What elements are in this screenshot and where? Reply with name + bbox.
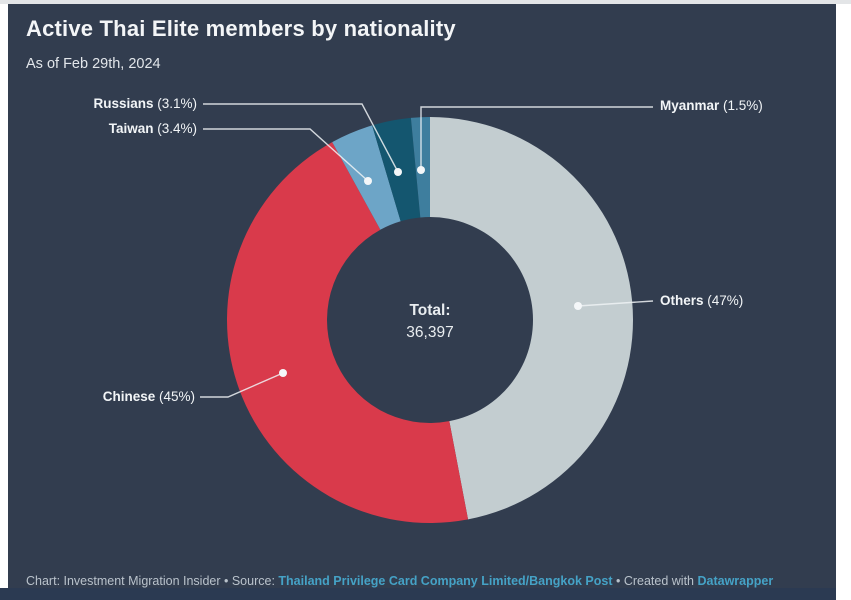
leader-line-chinese [200,372,284,398]
leader-line-others [577,300,654,307]
donut-chart-area: Russians (3.1%) Taiwan (3.4%) Myanmar (1.5… [8,4,836,588]
callout-name: Russians [93,96,154,111]
callout-taiwan: Taiwan (3.4%) [109,120,197,138]
leader-dot-chinese [279,369,287,377]
leader-line-taiwan [203,128,369,182]
footer-prefix: Chart: Investment Migration Insider • So… [26,574,279,588]
leader-dot-others [574,302,582,310]
leader-dot-myanmar [417,166,425,174]
callout-percent: (47%) [703,293,744,308]
total-label: Total: [409,302,451,319]
top-strip [0,0,851,4]
slice-chinese[interactable] [226,142,469,523]
leader-line-russians [203,103,399,173]
leader-dot-taiwan [364,177,372,185]
slice-others[interactable] [430,117,633,520]
footer-middle: • Created with [612,574,698,588]
callout-russians: Russians (3.1%) [93,95,197,113]
callout-myanmar: Myanmar (1.5%) [660,97,763,115]
source-link[interactable]: Thailand Privilege Card Company Limited/… [278,574,613,588]
callout-name: Others [660,293,704,308]
callout-percent: (1.5%) [719,98,763,113]
donut-center-label: Total: 36,397 [330,300,530,344]
callout-percent: (3.4%) [153,121,197,136]
total-value: 36,397 [406,324,454,341]
callout-percent: (3.1%) [153,96,197,111]
bottom-bar [0,588,836,600]
footer-attribution: Chart: Investment Migration Insider • So… [26,574,826,588]
callout-others: Others (47%) [660,292,743,310]
right-strip [836,4,851,600]
callout-name: Taiwan [108,121,154,136]
chart-card: Active Thai Elite members by nationality… [8,4,836,588]
chart-title: Active Thai Elite members by nationality [26,16,456,41]
leader-line-myanmar [420,106,653,170]
callout-name: Chinese [102,389,156,404]
leader-dot-russians [394,168,402,176]
datawrapper-link[interactable]: Datawrapper [697,574,774,588]
donut-chart [200,103,654,523]
callout-chinese: Chinese (45%) [103,388,195,406]
chart-subtitle: As of Feb 29th, 2024 [26,56,161,72]
callout-percent: (45%) [155,389,195,404]
callout-name: Myanmar [660,98,720,113]
